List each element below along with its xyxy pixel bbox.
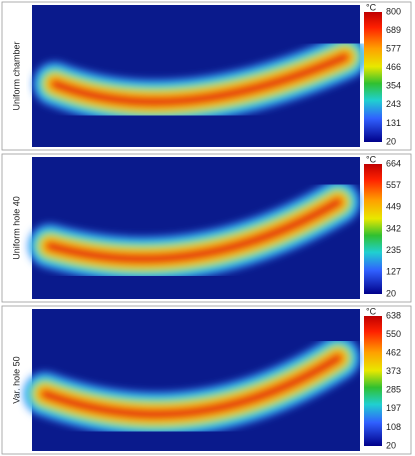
colorbar	[364, 164, 382, 294]
colorbar-tick-label: 197	[386, 403, 401, 413]
unit-label: °C	[366, 154, 377, 164]
colorbar-tick-label: 20	[386, 288, 396, 298]
colorbar-tick-label: 20	[386, 136, 396, 146]
figure: Uniform chamber °C 800 689 577 466 354 243 131 20…	[0, 0, 415, 456]
colorbar-tick-label: 664	[386, 158, 401, 168]
colorbar-tick-label: 577	[386, 44, 401, 54]
panel-label: Uniform chamber	[11, 41, 21, 110]
colorbar-tick-label: 373	[386, 366, 401, 376]
colorbar	[364, 316, 382, 446]
colorbar-tick-label: 462	[386, 348, 401, 358]
colorbar-tick-label: 466	[386, 62, 401, 72]
colorbar-tick-label: 131	[386, 118, 401, 128]
colorbar-tick-label: 800	[386, 6, 401, 16]
colorbar-tick-label: 354	[386, 81, 401, 91]
panel: Uniform hole 40 °C 664 557 449 342 235 127 20	[2, 154, 411, 302]
colorbar-tick-label: 550	[386, 329, 401, 339]
colorbar-tick-label: 285	[386, 385, 401, 395]
unit-label: °C	[366, 2, 377, 12]
colorbar-tick-label: 689	[386, 25, 401, 35]
unit-label: °C	[366, 306, 377, 316]
colorbar-tick-label: 342	[386, 223, 401, 233]
panel: Var. hole 50 °C 638 550 462 373 285 197 108 20	[2, 306, 411, 454]
colorbar-tick-label: 638	[386, 310, 401, 320]
panel-label: Uniform hole 40	[11, 196, 21, 260]
colorbar	[364, 12, 382, 142]
colorbar-tick-label: 127	[386, 267, 401, 277]
panel: Uniform chamber °C 800 689 577 466 354 243 131 20	[2, 2, 411, 150]
panel-label: Var. hole 50	[11, 356, 21, 403]
colorbar-tick-label: 20	[386, 440, 396, 450]
colorbar-tick-label: 243	[386, 99, 401, 109]
colorbar-tick-label: 449	[386, 202, 401, 212]
colorbar-tick-label: 235	[386, 245, 401, 255]
colorbar-tick-label: 108	[386, 422, 401, 432]
colorbar-tick-label: 557	[386, 180, 401, 190]
